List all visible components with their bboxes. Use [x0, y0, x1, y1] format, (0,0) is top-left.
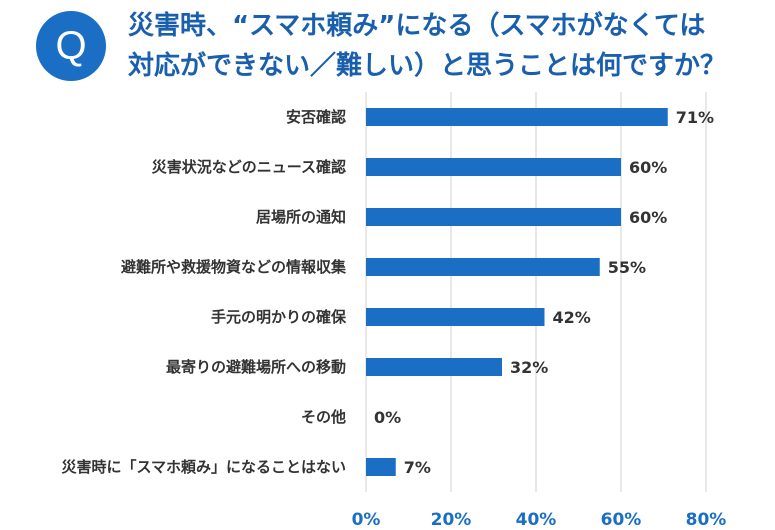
category-label: 居場所の通知 [256, 208, 346, 226]
bar [366, 158, 621, 176]
value-label: 32% [510, 358, 548, 377]
bar [366, 358, 502, 376]
question-title-line-2: 対応ができない／難しい）と思うことは何ですか？ [128, 51, 727, 81]
bar [366, 108, 668, 126]
x-tick-label: 0% [352, 510, 381, 530]
bar [366, 258, 600, 276]
category-label: 災害時に「スマホ頼み」になることはない [61, 458, 346, 476]
value-label: 60% [629, 208, 667, 227]
x-tick-label: 60% [601, 510, 642, 530]
question-title: 災害時、“スマホ頼み”になる（スマホがなくては 対応ができない／難しい）と思うこ… [128, 6, 768, 86]
bar [366, 458, 396, 476]
value-label: 7% [404, 458, 431, 477]
value-label: 42% [553, 308, 591, 327]
category-label: 災害状況などのニュース確認 [152, 158, 346, 176]
category-label: 避難所や救援物資などの情報収集 [121, 258, 347, 276]
x-tick-label: 20% [431, 510, 472, 530]
category-label: 安否確認 [286, 108, 346, 126]
question-title-line-1: 災害時、“スマホ頼み”になる（スマホがなくては [128, 11, 706, 41]
bar [366, 208, 621, 226]
question-badge: Q [36, 11, 106, 81]
bar [366, 308, 545, 326]
x-tick-label: 40% [516, 510, 557, 530]
value-label: 0% [374, 408, 401, 427]
category-label: 手元の明かりの確保 [211, 308, 347, 326]
category-label: 最寄りの避難場所への移動 [166, 358, 346, 376]
x-tick-label: 80% [686, 510, 727, 530]
value-label: 55% [608, 258, 646, 277]
value-label: 71% [676, 108, 714, 127]
category-label: その他 [301, 408, 346, 426]
value-label: 60% [629, 158, 667, 177]
